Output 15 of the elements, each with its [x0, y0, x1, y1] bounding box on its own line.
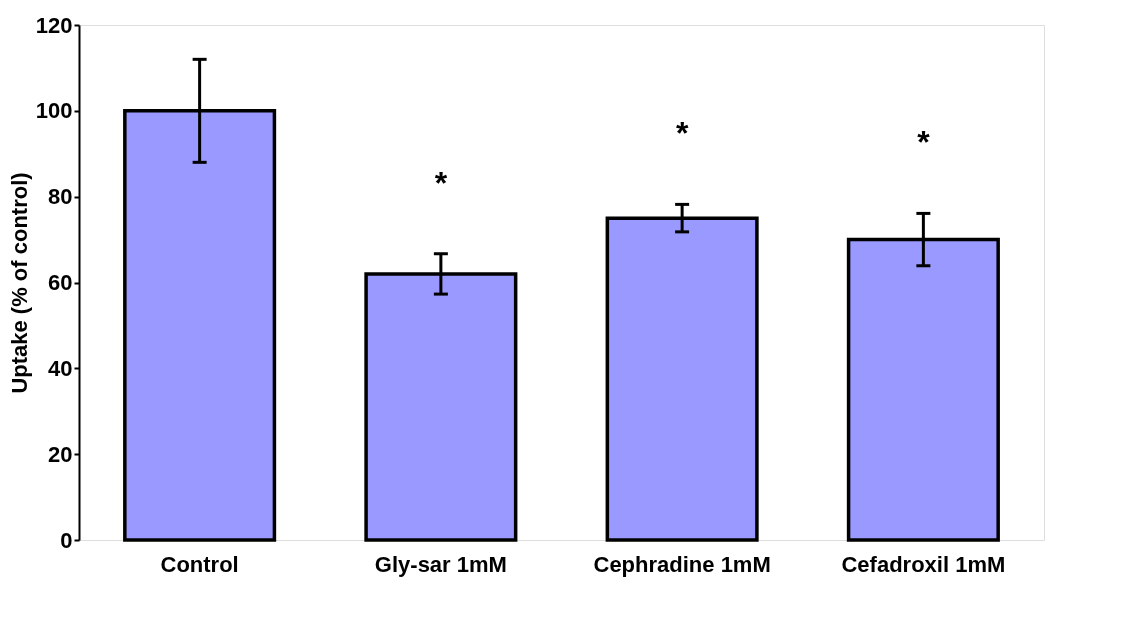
y-axis-title: Uptake (% of control)	[6, 172, 32, 394]
y-tick-label: 100	[35, 98, 73, 124]
y-tick-label: 0	[60, 527, 73, 553]
y-tick-label: 120	[35, 12, 73, 38]
y-tick-label: 40	[48, 355, 73, 381]
data-label: *	[675, 115, 689, 152]
y-tick-label: 80	[48, 184, 73, 210]
x-tick-label: Control	[160, 551, 239, 577]
data-label: *	[434, 164, 448, 201]
x-tick-label: Gly-sar 1mM	[374, 551, 507, 577]
x-tick-label: Cephradine 1mM	[593, 551, 771, 577]
y-tick-label: 60	[48, 270, 73, 295]
x-tick-label: Cefadroxil 1mM	[841, 551, 1006, 577]
y-tick-label: 20	[48, 441, 73, 467]
data-label: *	[917, 124, 931, 161]
